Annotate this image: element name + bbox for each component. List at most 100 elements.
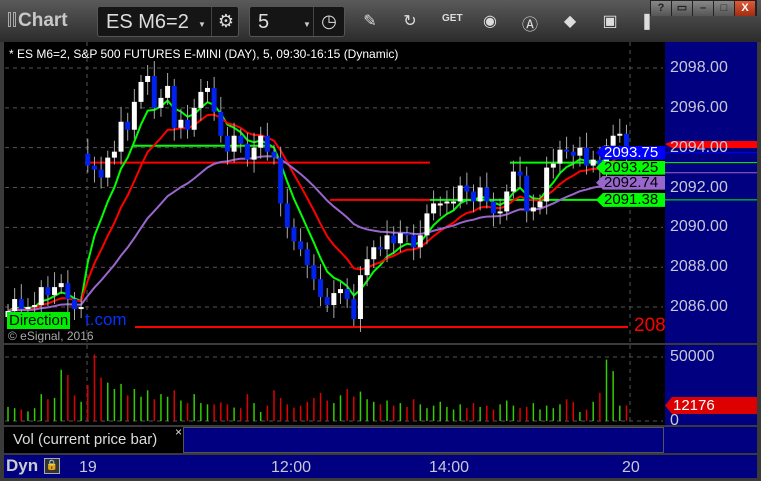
candle-body xyxy=(244,143,250,160)
price-tick: 2086.00 xyxy=(670,298,728,316)
price-tick: 2092.00 xyxy=(670,178,728,196)
candle-body xyxy=(457,185,463,202)
indicator-bar xyxy=(183,427,664,453)
candle-body xyxy=(377,247,383,250)
pencil-draw-icon[interactable]: ✎ xyxy=(363,13,377,30)
candle-body xyxy=(404,233,410,236)
candle-body xyxy=(211,87,217,112)
dock-button[interactable]: ▭ xyxy=(672,1,693,16)
candle-body xyxy=(451,201,457,204)
candle-body xyxy=(357,275,363,319)
watermark-left: Direction xyxy=(7,312,71,329)
candle-body xyxy=(570,151,576,156)
candle-body xyxy=(397,233,403,244)
time-tick-1400: 14:00 xyxy=(429,459,470,476)
candle-body xyxy=(118,121,124,152)
window-title-text: Chart xyxy=(18,10,68,31)
time-axis[interactable] xyxy=(4,455,757,478)
indicator-close-button[interactable]: × xyxy=(175,425,183,439)
price-axis[interactable] xyxy=(665,42,757,343)
candle-body xyxy=(437,203,443,206)
candle-body xyxy=(131,101,137,130)
interval-selector[interactable]: 5 ▼ ◷ xyxy=(249,6,345,37)
minimize-button[interactable]: – xyxy=(693,1,714,16)
candle-body xyxy=(504,191,510,212)
time-mode-label[interactable]: Dyn xyxy=(6,456,39,475)
price-pane[interactable] xyxy=(4,42,665,343)
candle-body xyxy=(304,249,310,266)
alert-icon[interactable]: Ⓐ xyxy=(521,17,538,34)
price-tick: 2094.00 xyxy=(670,138,728,156)
candle-body xyxy=(391,235,397,244)
candle-body xyxy=(111,151,117,158)
candle-body xyxy=(617,133,623,136)
candle-body xyxy=(537,201,543,208)
chevron-down-icon[interactable]: ▼ xyxy=(303,20,311,29)
ema-fast-line xyxy=(7,99,627,312)
link-icon[interactable]: ◆ xyxy=(563,13,577,30)
candle-body xyxy=(32,305,38,308)
candle-body xyxy=(490,201,496,214)
candle-body xyxy=(344,289,350,300)
candle-body xyxy=(464,185,470,192)
candle-body xyxy=(590,159,596,166)
candle-body xyxy=(424,213,430,236)
candle-body xyxy=(251,147,257,160)
candle-body xyxy=(258,135,264,148)
symbol-value[interactable]: ES M6=2 xyxy=(106,11,189,33)
candle-body xyxy=(557,149,563,164)
copyright: © eSignal, 2016 xyxy=(8,329,94,343)
price-flag: 2091.38 xyxy=(596,192,665,207)
candle-body xyxy=(584,147,590,166)
candle-body xyxy=(171,85,177,128)
get-data-icon[interactable]: GET xyxy=(442,13,463,24)
symbol-selector[interactable]: ES M6=2 ▼ ⚙ xyxy=(97,6,239,37)
chevron-down-icon[interactable]: ▼ xyxy=(198,20,206,29)
play-icon[interactable]: ◉ xyxy=(483,13,497,30)
time-tick-1200: 12:00 xyxy=(271,459,312,476)
close-button[interactable]: X xyxy=(735,1,756,16)
lock-icon[interactable]: 🔒 xyxy=(44,458,60,474)
candle-body xyxy=(238,135,244,144)
candle-body xyxy=(411,235,417,248)
interval-value[interactable]: 5 xyxy=(258,11,270,33)
candle-body xyxy=(311,265,317,280)
maximize-button[interactable]: □ xyxy=(714,1,735,16)
candle-body xyxy=(564,149,570,152)
candle-body xyxy=(477,187,483,202)
red-level-flag xyxy=(665,141,757,148)
comment-icon[interactable]: ▣ xyxy=(602,13,618,30)
drag-grip-icon[interactable] xyxy=(8,12,11,27)
candle-body xyxy=(45,287,51,296)
drag-grip-icon[interactable] xyxy=(13,12,16,27)
window-controls: ? ▭ – □ X xyxy=(650,0,757,16)
help-button[interactable]: ? xyxy=(651,1,672,16)
price-flag: 2092.74 xyxy=(596,175,665,190)
candle-body xyxy=(224,135,230,152)
candle-body xyxy=(417,235,423,248)
candle-body xyxy=(231,135,237,152)
price-flag: 2093.25 xyxy=(596,160,665,175)
indicator-axis xyxy=(664,427,757,453)
candle-body xyxy=(371,247,377,260)
candle-body xyxy=(550,163,556,168)
candle-body xyxy=(185,119,191,130)
refresh-icon[interactable]: ↻ xyxy=(403,13,417,30)
price-tick: 2098.00 xyxy=(670,59,728,76)
candle-body xyxy=(278,157,284,204)
pin-icon[interactable]: ❚ xyxy=(640,13,654,30)
candle-body xyxy=(264,135,270,152)
candle-body xyxy=(331,293,337,306)
candle-body xyxy=(577,147,583,156)
candle-body xyxy=(271,151,277,158)
time-tick-20: 20 xyxy=(622,459,640,476)
price-tick: 2090.00 xyxy=(670,218,728,236)
candle-body xyxy=(298,241,304,250)
candle-body xyxy=(25,307,31,310)
candle-body xyxy=(338,289,343,294)
indicator-label: Vol (current price bar) xyxy=(13,431,158,448)
candle-body xyxy=(198,91,204,108)
clock-icon[interactable]: ◷ xyxy=(321,11,337,31)
settings-gear-icon[interactable]: ⚙ xyxy=(217,11,235,31)
